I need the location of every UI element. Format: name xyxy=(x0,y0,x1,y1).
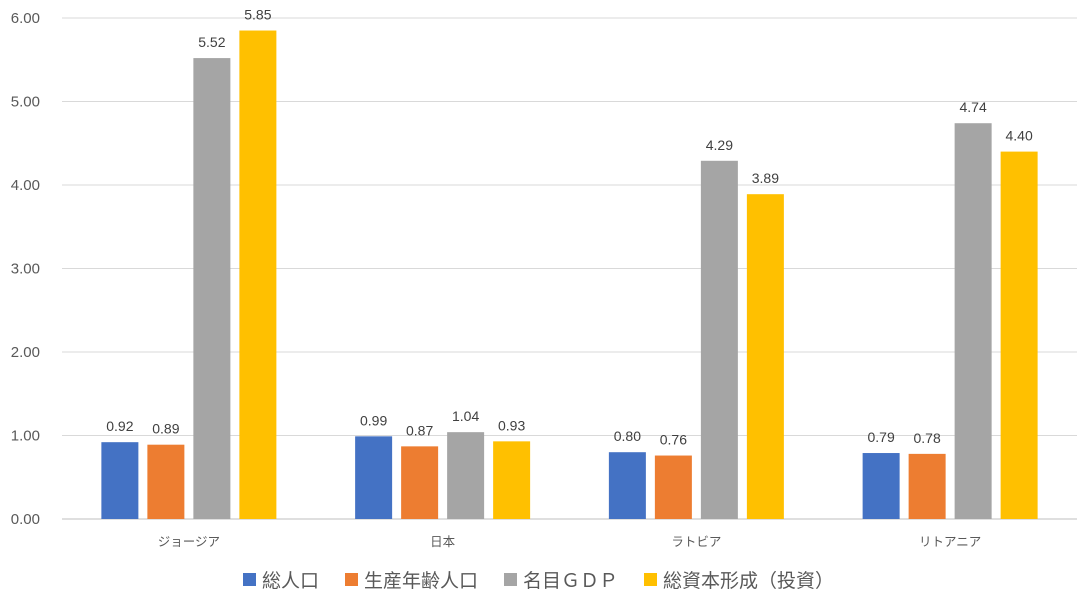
y-tick-label: 0.00 xyxy=(11,511,40,528)
legend-item: 名目ＧＤＰ xyxy=(504,566,618,593)
y-tick-label: 6.00 xyxy=(11,10,40,27)
bar xyxy=(654,455,692,519)
bar xyxy=(239,30,277,520)
bar xyxy=(401,446,439,519)
legend-label: 総人口 xyxy=(261,570,319,592)
legend-label: 総資本形成（投資） xyxy=(663,570,835,592)
x-tick-label: リトアニア xyxy=(919,534,981,549)
bar xyxy=(447,432,485,519)
data-label: 0.79 xyxy=(868,429,895,445)
bar xyxy=(746,194,784,519)
data-label: 4.29 xyxy=(706,137,733,153)
data-labels: 0.92 0.89 5.52 5.85 0.99 0.87 1.04 0.93 0.80 0.76… xyxy=(106,7,1033,448)
data-label: 0.76 xyxy=(660,432,687,448)
legend-label: 生産年齢人口 xyxy=(363,570,478,592)
bar xyxy=(355,436,393,519)
y-tick-label: 4.00 xyxy=(11,177,40,194)
legend-swatch xyxy=(644,573,658,586)
legend-swatch xyxy=(504,573,517,586)
legend-item: 総資本形成（投資） xyxy=(644,566,834,593)
legend-swatch xyxy=(242,573,256,586)
bar xyxy=(493,441,531,519)
data-label: 0.78 xyxy=(914,430,941,446)
data-label: 0.80 xyxy=(614,428,641,444)
legend-label: 名目ＧＤＰ xyxy=(523,570,619,592)
data-label: 4.74 xyxy=(960,99,987,115)
legend: 総人口 生産年齢人口 名目ＧＤＰ 総資本形成（投資） xyxy=(0,566,1077,593)
data-label: 5.52 xyxy=(198,34,225,50)
legend-item: 総人口 xyxy=(242,566,319,593)
bar-chart: 0.00 1.00 2.00 3.00 4.00 5.00 6.00 0.92 0.89 5.5… xyxy=(11,7,1077,549)
bar xyxy=(193,58,231,519)
data-label: 4.40 xyxy=(1006,128,1033,144)
legend-item: 生産年齢人口 xyxy=(344,566,478,593)
bar xyxy=(1000,151,1038,519)
x-tick-label: ジョージア xyxy=(158,534,220,549)
y-tick-label: 1.00 xyxy=(11,428,40,445)
bar xyxy=(862,453,900,519)
x-tick-label: 日本 xyxy=(430,534,456,549)
data-label: 3.89 xyxy=(752,170,779,186)
grid-lines xyxy=(62,17,1077,520)
bar xyxy=(147,444,185,519)
bar xyxy=(954,123,992,520)
data-label: 0.87 xyxy=(406,422,433,438)
data-label: 0.99 xyxy=(360,412,387,428)
y-tick-label: 5.00 xyxy=(11,94,40,111)
data-label: 0.93 xyxy=(498,417,525,433)
y-tick-label: 2.00 xyxy=(11,344,40,361)
y-axis: 0.00 1.00 2.00 3.00 4.00 5.00 6.00 xyxy=(11,10,40,528)
bar xyxy=(608,452,646,519)
y-tick-label: 3.00 xyxy=(11,261,40,278)
x-tick-label: ラトビア xyxy=(671,534,721,549)
x-axis: ジョージア 日本 ラトビア リトアニア xyxy=(158,534,982,549)
legend-swatch xyxy=(344,573,358,586)
data-label: 1.04 xyxy=(452,408,479,424)
bar xyxy=(700,160,738,519)
data-label: 0.92 xyxy=(106,418,133,434)
data-label: 5.85 xyxy=(244,7,271,23)
bar xyxy=(101,442,139,519)
data-label: 0.89 xyxy=(152,421,179,437)
bar xyxy=(908,453,946,519)
bars xyxy=(101,30,1038,520)
